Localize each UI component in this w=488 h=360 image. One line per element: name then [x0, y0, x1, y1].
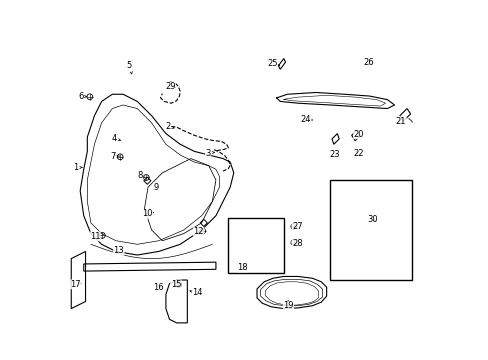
Text: 3: 3 — [205, 149, 214, 158]
Text: 26: 26 — [363, 58, 373, 67]
Text: 6: 6 — [78, 91, 87, 100]
Text: 20: 20 — [353, 130, 364, 139]
Text: 15: 15 — [170, 280, 181, 289]
Text: 7: 7 — [110, 152, 119, 161]
Text: 2: 2 — [165, 122, 174, 131]
Text: 19: 19 — [283, 300, 293, 310]
Text: 10: 10 — [142, 210, 153, 219]
Text: 23: 23 — [328, 150, 339, 159]
Text: 5: 5 — [126, 61, 132, 74]
Text: 8: 8 — [137, 171, 144, 180]
Text: 18: 18 — [237, 263, 247, 272]
Text: 22: 22 — [353, 149, 364, 158]
Text: 25: 25 — [266, 59, 279, 68]
Text: 24: 24 — [300, 116, 312, 125]
Text: 29: 29 — [164, 82, 176, 91]
Text: 21: 21 — [395, 117, 406, 126]
Text: 13: 13 — [113, 246, 124, 255]
FancyBboxPatch shape — [228, 217, 283, 273]
FancyBboxPatch shape — [329, 180, 411, 280]
Text: 27: 27 — [291, 222, 302, 231]
Text: 14: 14 — [189, 288, 202, 297]
Text: 1: 1 — [73, 163, 82, 172]
Text: 12: 12 — [193, 227, 203, 236]
Text: 30: 30 — [367, 215, 378, 224]
Text: 28: 28 — [291, 239, 302, 248]
Text: 16: 16 — [152, 283, 163, 292]
Text: 11: 11 — [90, 232, 101, 241]
Text: 17: 17 — [70, 280, 81, 289]
Text: 4: 4 — [111, 134, 120, 143]
Text: 9: 9 — [153, 183, 158, 192]
